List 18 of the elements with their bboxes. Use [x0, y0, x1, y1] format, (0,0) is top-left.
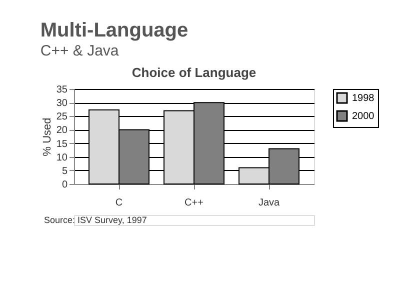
chart-title: Multi-Language [40, 20, 188, 42]
y-tick-label: 20 [56, 125, 68, 136]
x-tick-label: C [115, 198, 123, 208]
y-tick-label: 35 [56, 84, 68, 96]
source-note: Source: ISV Survey, 1997 [44, 215, 147, 225]
y-tick-label: 0 [62, 180, 68, 190]
y-tick-label: 30 [56, 98, 68, 110]
legend-label: 2000 [352, 111, 375, 122]
y-axis-title: % Used [41, 118, 54, 156]
chart-subtitle: C++ & Java [40, 42, 120, 60]
y-tick-label: 25 [56, 112, 68, 123]
x-tick-label: Java [258, 198, 280, 208]
legend-label: 1998 [352, 93, 375, 104]
y-tick-label: 5 [62, 166, 68, 177]
y-tick-label: 10 [56, 152, 68, 164]
y-tick-label: 15 [56, 138, 68, 150]
x-tick-label: C++ [184, 198, 204, 208]
text: Choice of Language [132, 65, 256, 80]
